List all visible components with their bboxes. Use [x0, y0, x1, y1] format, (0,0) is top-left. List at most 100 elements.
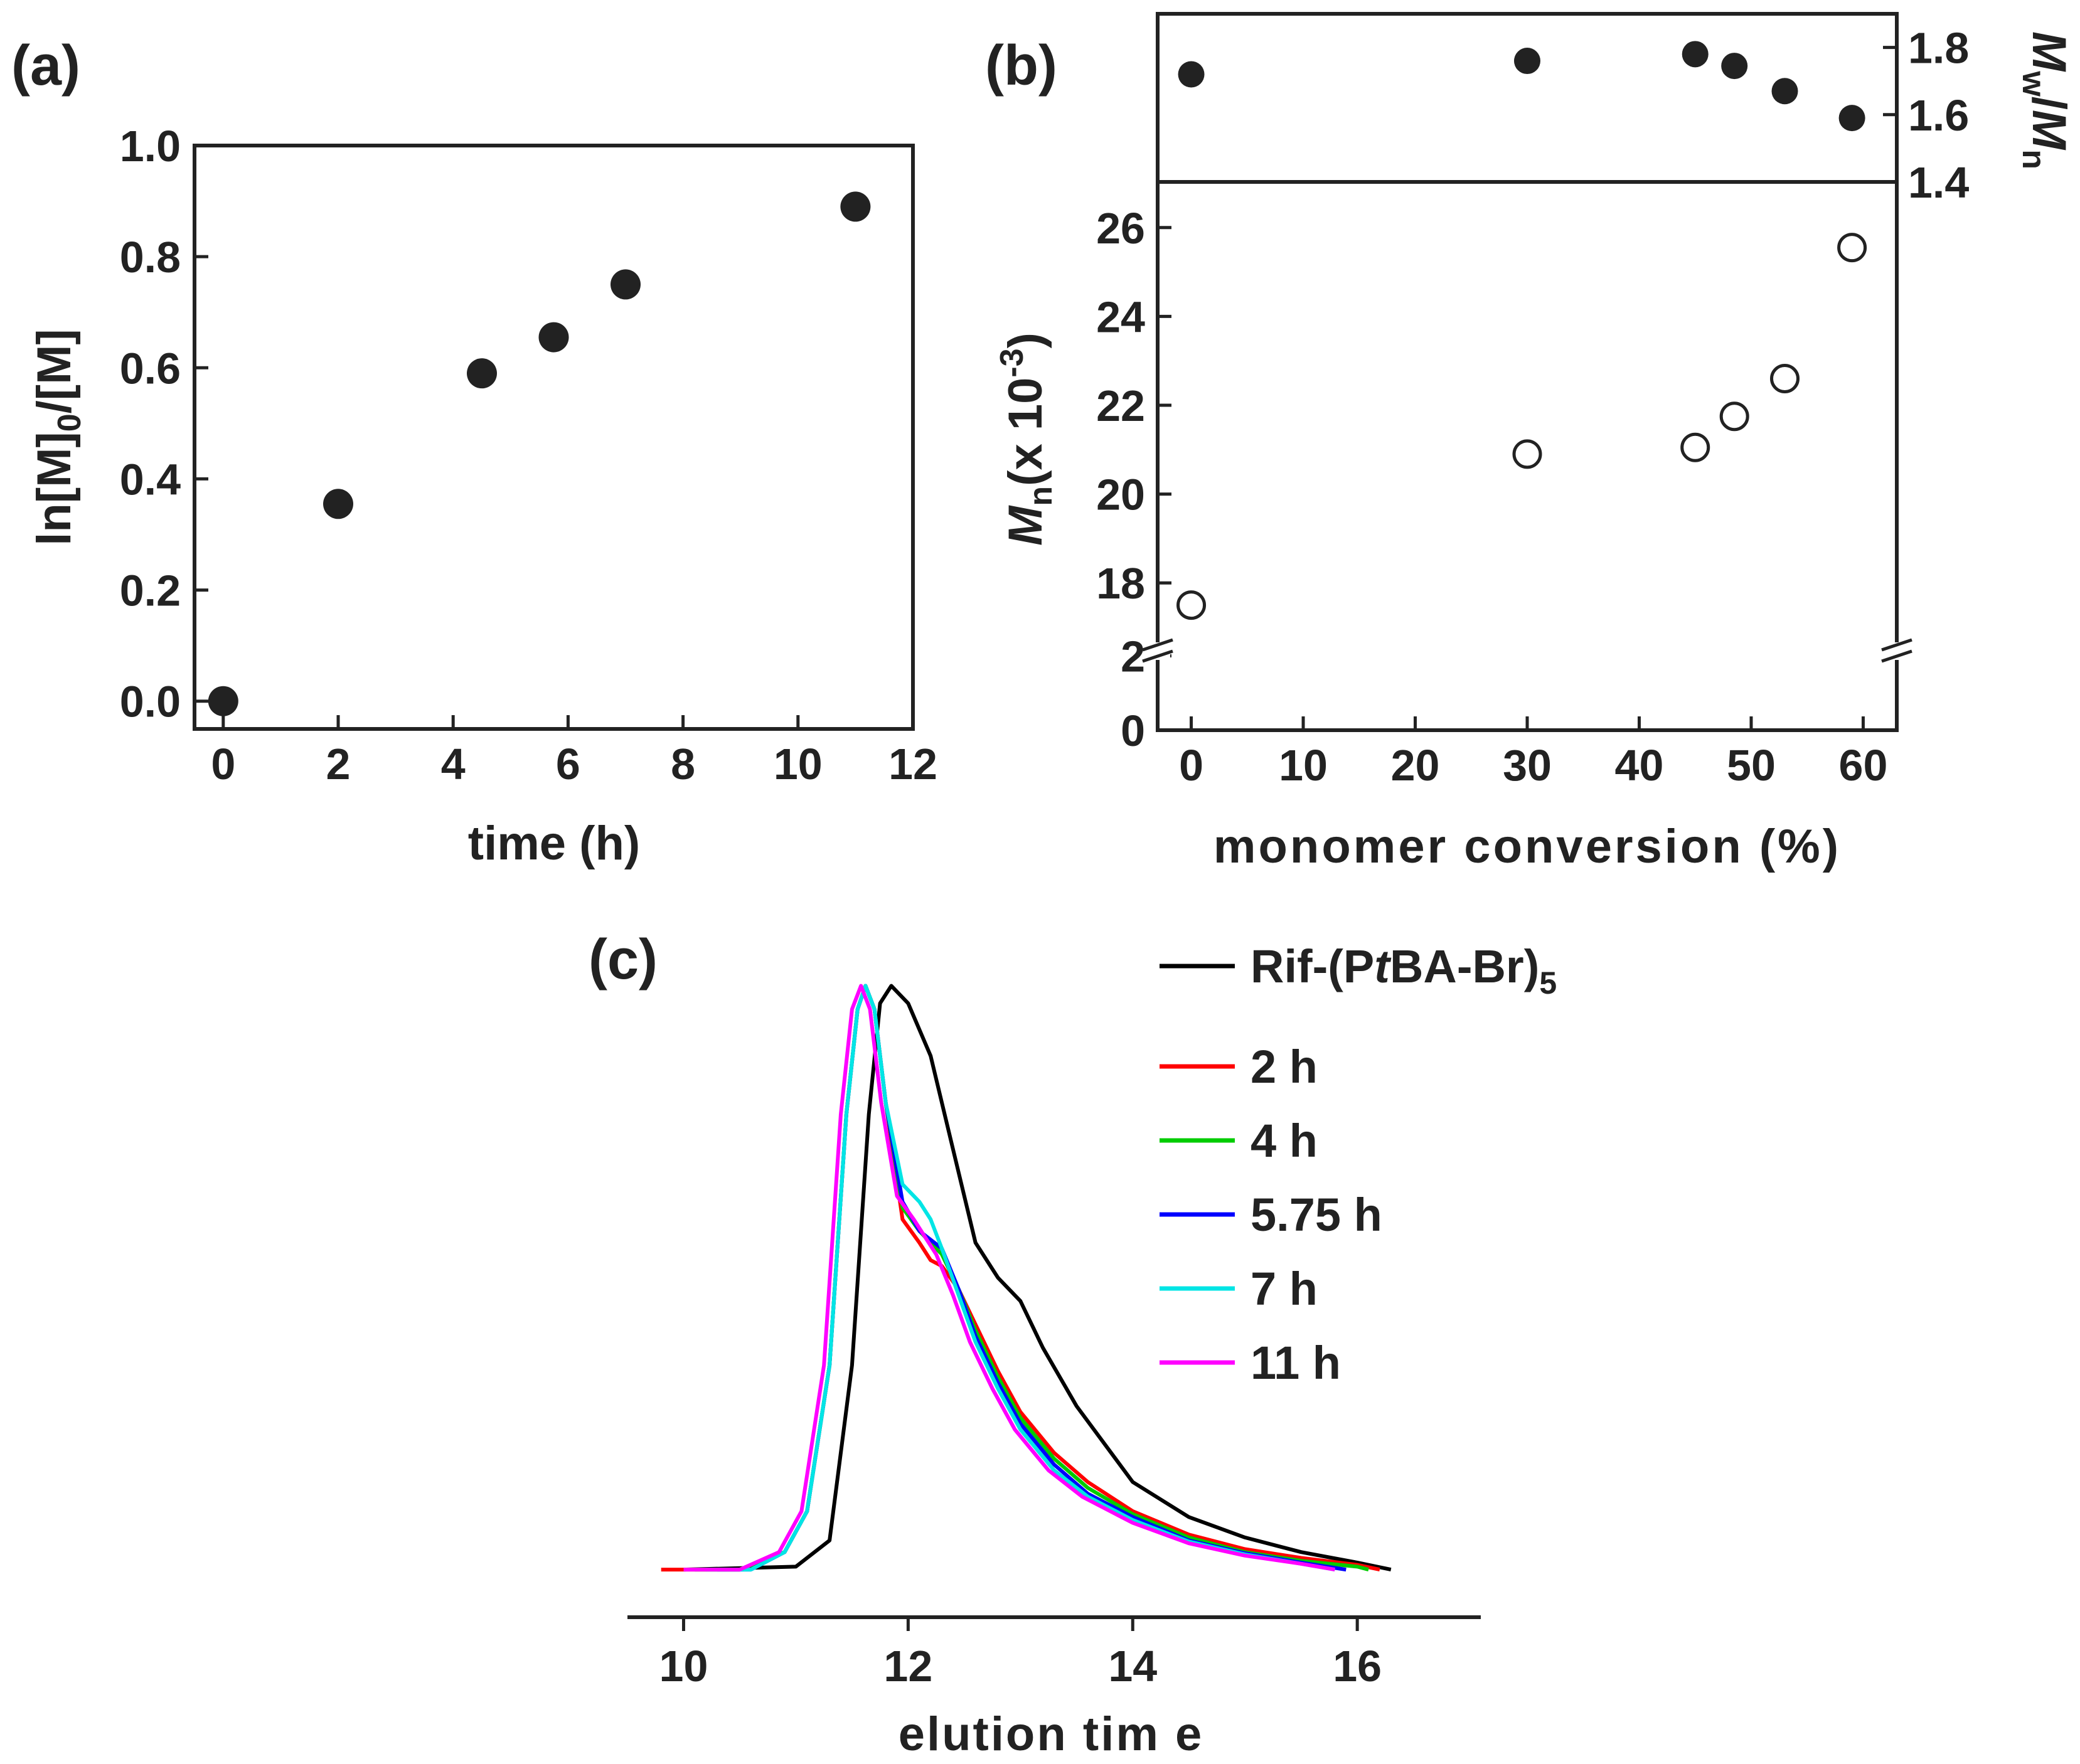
panel-b-label: (b): [985, 35, 1057, 97]
panel-a-y-title-main: ln[M]: [28, 432, 81, 545]
panel-b-bottom-data-point: [1837, 233, 1867, 263]
panel-b-top-data-point: [1838, 105, 1865, 132]
panel-b-top-y-tick-label: 1.4: [1908, 158, 1969, 207]
panel-c-legend: Rif-(PtBA-Br)5 2 h 4 h 5.75 h 7 h 11 h: [1160, 940, 1557, 1389]
panel-b-bottom-data-point: [1680, 432, 1710, 462]
panel-b-top-data-point: [1721, 53, 1748, 80]
panel-a-x-tick-label: 0: [211, 740, 235, 789]
panel-b-break-mark: [1881, 638, 1912, 652]
panel-b-bottom-y-title: Mn(x 10-3): [994, 332, 1059, 546]
legend-label-part-italic: t: [1374, 940, 1392, 992]
panel-c-series-line-4: [706, 984, 1335, 1572]
panel-a-data-point: [840, 191, 871, 222]
panel-a-x-tick-label: 10: [774, 740, 823, 789]
panel-a-ticks: 0 2 4 6 8 10 12 0.0 0.2 0.4 0.6 0.8 1.0: [120, 122, 937, 789]
panel-b-top-data-point: [1514, 48, 1540, 75]
panel-c-series-line-5: [683, 984, 1335, 1572]
panel-b-top-points: [1178, 41, 1865, 132]
panel-a-plot-frame: [193, 144, 915, 731]
panel-a-x-tick-label: 6: [556, 740, 580, 789]
panel-a-x-tick-label: 12: [888, 740, 937, 789]
panel-b-top-y-tick-label: 1.8: [1908, 24, 1969, 73]
panel-a-points: [208, 191, 871, 716]
panel-b-top-y-tick-label: 1.6: [1908, 91, 1969, 140]
panel-b-ticks: 0 10 20 30 40 50 60 1.4 1.6 1.8 0 2 18 20 22 24 26: [1096, 24, 1969, 790]
panel-a-x-tick-label: 4: [441, 740, 466, 789]
panel-b-bottom-y-title-s: n: [1023, 486, 1059, 506]
panel-a-x-title: time (h): [468, 817, 640, 870]
panel-b-x-title: monomer conversion (%): [1213, 820, 1841, 873]
panel-c-ticks: 10 12 14 16: [659, 1617, 1382, 1691]
panel-c-x-tick-label: 10: [659, 1642, 708, 1691]
legend-label-part-b: BA-Br): [1390, 940, 1539, 992]
panel-b-bottom-data-point: [1719, 401, 1749, 432]
panel-a-x-tick-label: 8: [671, 740, 695, 789]
panel-a-x-tick-label: 2: [326, 740, 351, 789]
panel-c: (c) 10 12 14 16 Rif-(PtBA-Br)5 2 h 4 h 5.75 h 7…: [589, 928, 1557, 1761]
panel-a-y-title-sub: 0: [51, 413, 88, 432]
panel-a-y-title-rest: /[M]: [28, 329, 81, 413]
panel-a-y-tick-label: 0.2: [120, 566, 181, 615]
panel-a-y-tick-label: 0.4: [120, 455, 181, 504]
legend-label-part-sub: 5: [1539, 965, 1557, 1001]
panel-c-x-tick-label: 14: [1108, 1642, 1157, 1691]
panel-b: (b) 0 10 20 30 40 50 60 1.4 1.6 1.8 0 2 18 20 22 24 26 m…: [985, 12, 2076, 873]
panel-a-data-point: [467, 358, 497, 389]
panel-b-bottom-y-title-rest: (x 10: [999, 378, 1052, 486]
panel-b-x-tick-label: 10: [1279, 741, 1328, 790]
panel-b-lower-y-tick-label: 0: [1121, 706, 1145, 755]
panel-b-top-data-point: [1682, 41, 1709, 68]
panel-b-top-y-title-s2: n: [2015, 149, 2052, 169]
panel-b-bottom-data-point: [1770, 364, 1800, 394]
panel-b-x-tick-label: 20: [1391, 741, 1440, 790]
panel-b-x-tick-label: 30: [1503, 741, 1552, 790]
legend-label-1: 2 h: [1251, 1041, 1318, 1093]
panel-b-upper-y-tick-label: 20: [1096, 470, 1145, 519]
panel-c-x-tick-label: 16: [1333, 1642, 1382, 1691]
panel-a-data-point: [538, 322, 569, 353]
panel-b-upper-y-tick-label: 24: [1096, 292, 1145, 341]
panel-b-top-y-title: Mw/Mn: [2015, 31, 2076, 169]
panel-b-top-y-title-slash: /: [2022, 97, 2076, 110]
panel-b-top-y-title-m2: M: [2022, 110, 2076, 151]
panel-b-break-mark: [1142, 638, 1173, 652]
panel-b-lower-y-tick-label: 2: [1121, 632, 1145, 681]
panel-b-top-data-point: [1771, 78, 1798, 105]
legend-label-part-a: Rif-(P: [1251, 940, 1374, 992]
panel-b-upper-y-tick-label: 18: [1096, 559, 1145, 608]
panel-a-y-title: ln[M]0/[M]: [28, 329, 88, 545]
panel-b-break-mark: [1142, 649, 1173, 663]
panel-c-series-lines: [661, 984, 1392, 1572]
panel-b-upper-y-tick-label: 22: [1096, 381, 1145, 430]
panel-c-series-line-0: [683, 984, 1392, 1572]
panel-a-y-tick-label: 0.0: [120, 677, 181, 726]
panel-a-y-tick-label: 1.0: [120, 122, 181, 171]
legend-label-0: Rif-(PtBA-Br)5: [1251, 940, 1557, 1001]
panel-b-x-tick-label: 40: [1615, 741, 1664, 790]
panel-a-label: (a): [11, 35, 80, 97]
legend-label-2: 4 h: [1251, 1115, 1318, 1167]
legend-label-4: 7 h: [1251, 1263, 1318, 1315]
panel-b-bottom-y-title-close: ): [999, 332, 1052, 348]
panel-b-upper-y-tick-label: 26: [1096, 204, 1145, 253]
panel-b-bottom-data-point: [1176, 590, 1207, 620]
panel-b-top-y-title-m1: M: [2022, 31, 2076, 72]
panel-b-bottom-data-point: [1512, 439, 1542, 469]
panel-a-data-point: [323, 489, 353, 519]
panel-b-bottom-points: [1176, 233, 1867, 620]
panel-a: (a) 0 2 4 6 8 10 12 0.0 0.2 0.4 0.6 0.8 1.0 time (h)…: [11, 35, 937, 870]
panel-b-break-mark: [1881, 649, 1912, 663]
legend-label-5: 11 h: [1251, 1337, 1341, 1389]
panel-a-data-point: [611, 269, 641, 300]
panel-b-bottom-y-title-m: M: [999, 505, 1052, 546]
panel-b-x-tick-label: 50: [1727, 741, 1776, 790]
panel-c-x-tick-label: 12: [883, 1642, 932, 1691]
panel-a-data-point: [208, 686, 238, 716]
panel-b-x-tick-label: 60: [1839, 741, 1888, 790]
panel-b-x-tick-label: 0: [1179, 741, 1203, 790]
panel-b-top-data-point: [1178, 61, 1205, 88]
panel-a-y-tick-label: 0.6: [120, 344, 181, 393]
panel-c-x-title: elution tim e: [899, 1708, 1204, 1761]
legend-label-3: 5.75 h: [1251, 1189, 1382, 1241]
